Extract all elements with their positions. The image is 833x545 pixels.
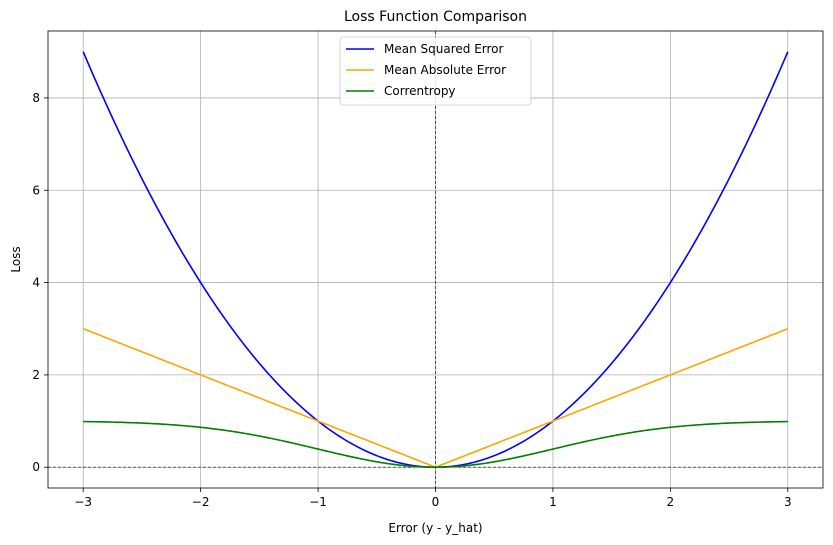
- y-tick-label: 2: [32, 368, 40, 382]
- x-tick-label: −3: [74, 495, 92, 509]
- chart-title: Loss Function Comparison: [344, 9, 527, 25]
- y-tick-label: 4: [32, 276, 40, 290]
- legend-label: Mean Absolute Error: [384, 63, 506, 77]
- series-line: [83, 420, 788, 469]
- x-tick-label: −1: [309, 495, 327, 509]
- legend-label: Correntropy: [384, 84, 456, 98]
- y-tick-label: 6: [32, 183, 40, 197]
- legend: Mean Squared Error Mean Absolute Error Cor…: [339, 36, 532, 106]
- x-tick-label: 0: [432, 495, 440, 509]
- x-tick-label: 3: [784, 495, 792, 509]
- series-correntropy: [83, 420, 788, 469]
- y-tick-label: 8: [32, 91, 40, 105]
- x-tick-label: 1: [549, 495, 557, 509]
- x-tick-label: 2: [667, 495, 675, 509]
- legend-item: Mean Squared Error: [346, 42, 504, 56]
- x-axis-label: Error (y - y_hat): [388, 521, 482, 535]
- series-group: [82, 51, 789, 469]
- y-tick-label: 0: [32, 460, 40, 474]
- legend-item: Mean Absolute Error: [346, 63, 506, 77]
- legend-item: Correntropy: [346, 84, 456, 98]
- y-axis-label: Loss: [9, 246, 23, 272]
- grid: [48, 31, 823, 488]
- x-tick-label: −2: [192, 495, 210, 509]
- ticks: −3 −2 −1 0 1 2 3 0 2 4 6 8: [32, 91, 791, 509]
- legend-label: Mean Squared Error: [384, 42, 504, 56]
- legend-box: [339, 36, 532, 106]
